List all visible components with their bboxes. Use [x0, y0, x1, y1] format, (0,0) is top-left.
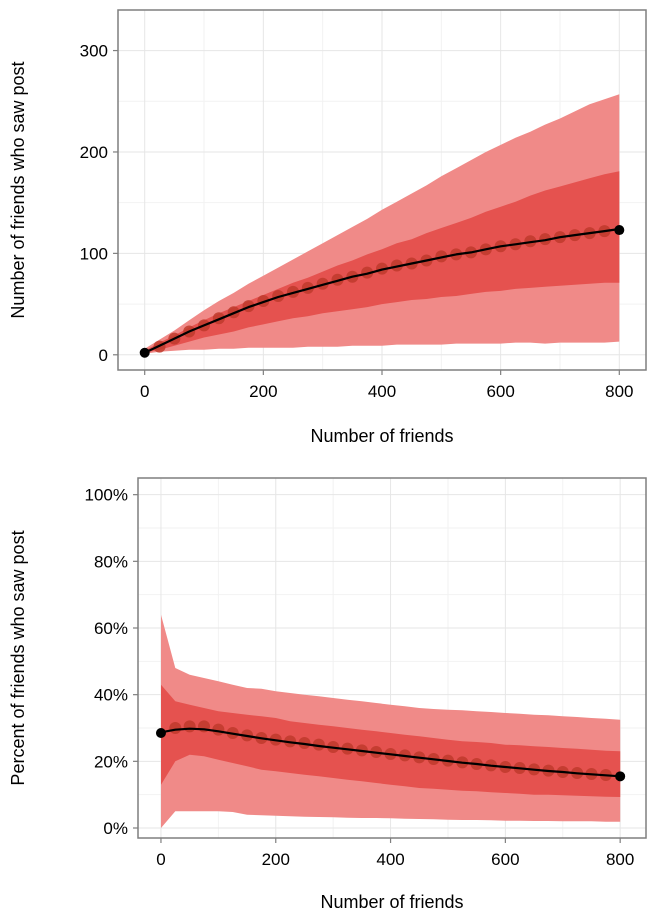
- chart0-y-tick-label: 300: [80, 42, 108, 61]
- chart1-y-tick-label: 40%: [94, 686, 128, 705]
- chart1-x-tick-label: 400: [376, 850, 404, 869]
- chart1-mean-point: [169, 722, 182, 734]
- count-chart: 0 200 400 600 800 0 100 200 300 Number of friends…: [8, 9, 647, 446]
- chart1-x-axis-title: Number of friends: [320, 892, 463, 912]
- chart0-endpoint-marker: [614, 225, 625, 236]
- chart0-y-axis: 0 100 200 300: [80, 42, 118, 365]
- chart1-y-tick-label: 20%: [94, 752, 128, 771]
- chart1-y-tick-label: 100%: [85, 486, 128, 505]
- chart0-smooth-line: [144, 227, 620, 354]
- chart0-x-tick-label: 200: [249, 382, 277, 401]
- chart0-y-axis-title: Number of friends who saw post: [8, 61, 28, 318]
- chart1-mean-point: [183, 720, 196, 733]
- chart1-endpoint-marker: [155, 728, 166, 738]
- chart1-x-axis: 0 200 400 600 800: [156, 838, 634, 869]
- chart1-panel-border: [137, 477, 647, 839]
- chart0-x-tick-label: 400: [368, 382, 396, 401]
- chart1-endpoint-marker: [615, 771, 626, 782]
- chart1-y-tick-label: 0%: [103, 819, 128, 838]
- chart1-x-tick-label: 600: [491, 850, 519, 869]
- chart0-x-axis: 0 200 400 600 800: [140, 370, 633, 401]
- chart0-x-tick-label: 0: [140, 382, 149, 401]
- chart1-x-tick-label: 0: [156, 850, 165, 869]
- chart1-x-tick-label: 800: [606, 850, 634, 869]
- chart1-x-tick-label: 200: [262, 850, 290, 869]
- chart0-endpoint-marker: [139, 347, 150, 358]
- chart0-y-tick-label: 0: [99, 346, 108, 365]
- chart0-y-tick-label: 200: [80, 143, 108, 162]
- chart1-mean-point: [312, 738, 325, 751]
- chart0-y-tick-label: 100: [80, 244, 108, 263]
- chart0-x-axis-title: Number of friends: [310, 426, 453, 446]
- chart1-y-axis-title: Percent of friends who saw post: [8, 530, 28, 785]
- chart0-inner-band: [144, 171, 620, 353]
- chart1-y-tick-label: 60%: [94, 619, 128, 638]
- chart1-y-axis: 0% 20% 40% 60% 80% 100%: [85, 486, 138, 838]
- chart0-x-tick-label: 800: [605, 382, 633, 401]
- percent-chart: 0 200 400 600 800 0% 20% 40% 60% 80% 100% Number of…: [8, 477, 647, 912]
- chart1-smooth-line: [160, 727, 621, 778]
- chart0-x-tick-label: 600: [486, 382, 514, 401]
- chart1-y-tick-label: 80%: [94, 552, 128, 571]
